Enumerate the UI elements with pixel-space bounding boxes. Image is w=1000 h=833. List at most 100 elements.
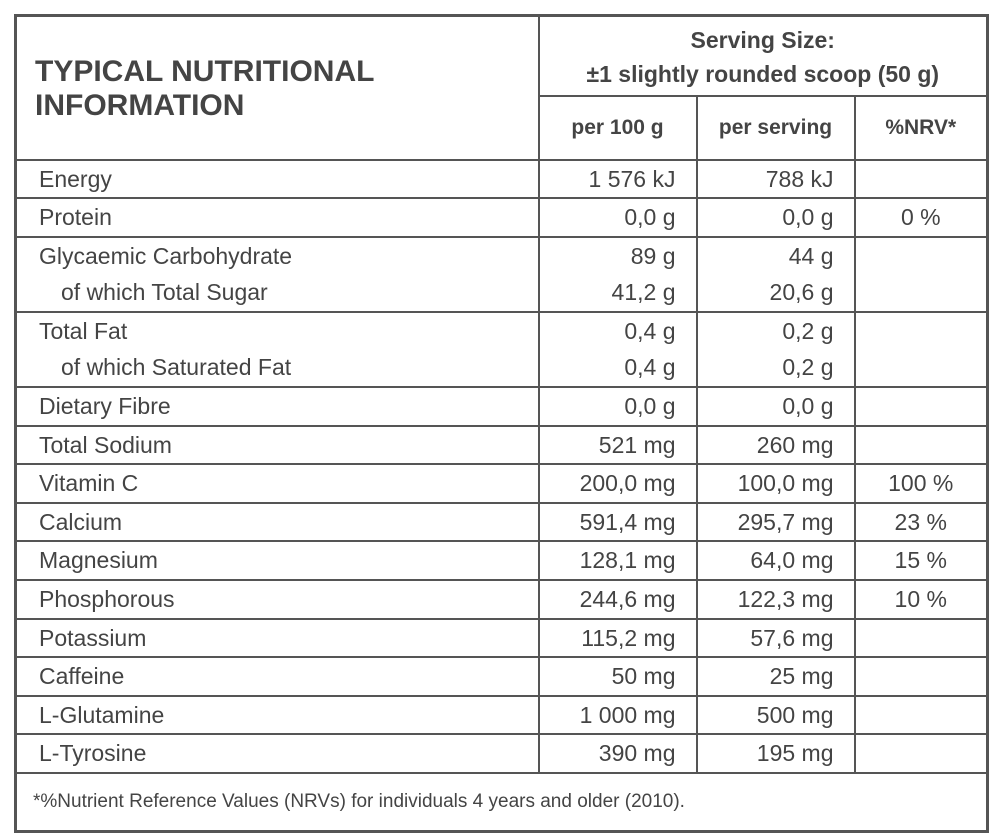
cell-line: of which Saturated Fat — [61, 354, 292, 381]
cell-line: 390 mg — [598, 740, 676, 767]
cell-line: 788 kJ — [765, 165, 834, 192]
cell-line: 50 mg — [611, 663, 676, 690]
table-cell: Total Fat of which Saturated Fat — [14, 310, 540, 389]
table-cell: 0,4 g 0,4 g — [537, 310, 698, 389]
table-cell: 15 % — [853, 540, 989, 582]
table-row: Protein 0,0 g 0,0 g 0 % — [14, 197, 989, 238]
table-cell: 1 000 mg — [537, 694, 698, 736]
table-row: Potassium 115,2 mg 57,6 mg — [14, 617, 989, 659]
cell-line: 44 g — [788, 242, 834, 269]
cell-line: 591,4 mg — [579, 508, 676, 535]
table-row: L-Glutamine 1 000 mg 500 mg — [14, 694, 989, 736]
cell-line: 500 mg — [756, 701, 834, 728]
cell-line: 260 mg — [756, 431, 834, 458]
cell-line: Magnesium — [39, 547, 158, 574]
cell-line: 89 g — [630, 242, 676, 269]
cell-line: 0,0 g — [624, 393, 676, 420]
cell-line: 0,0 g — [782, 393, 834, 420]
cell-line — [856, 238, 987, 275]
table-cell: 295,7 mg — [695, 501, 856, 543]
cell-line: L-Tyrosine — [39, 740, 147, 767]
cell-line: 25 mg — [769, 663, 834, 690]
cell-line: 0,2 g — [782, 354, 834, 381]
table-cell: Calcium — [14, 501, 540, 543]
cell-line — [856, 313, 987, 350]
cell-line: 0,2 g — [782, 317, 834, 344]
table-cell: 260 mg — [695, 424, 856, 466]
footnote-row: *%Nutrient Reference Values (NRVs) for i… — [14, 772, 989, 833]
cell-line: Dietary Fibre — [39, 393, 171, 420]
table-cell: Potassium — [14, 617, 540, 659]
cell-line: 23 % — [894, 508, 947, 535]
cell-line — [856, 735, 987, 772]
table-cell: 128,1 mg — [537, 540, 698, 582]
table-cell: 10 % — [853, 579, 989, 620]
table-cell — [853, 386, 989, 427]
table-cell: 89 g 41,2 g — [537, 235, 698, 313]
cell-line — [856, 161, 987, 198]
table-row: L-Tyrosine 390 mg 195 mg — [14, 733, 989, 774]
cell-line: 100,0 mg — [737, 470, 834, 497]
cell-line: 244,6 mg — [579, 586, 676, 613]
cell-line: 1 000 mg — [579, 701, 676, 728]
cell-line: Potassium — [39, 624, 147, 651]
serving-line: ±1 slightly rounded scoop (50 g) — [586, 61, 940, 87]
table-row: Caffeine 50 mg 25 mg — [14, 656, 989, 697]
title: TYPICAL NUTRITIONAL INFORMATION — [14, 14, 540, 161]
table-cell: 115,2 mg — [537, 617, 698, 659]
table-cell: 200,0 mg — [537, 463, 698, 504]
cell-line: Total Fat — [39, 317, 128, 344]
table-cell: 500 mg — [695, 694, 856, 736]
table-row: Glycaemic Carbohydrate of which Total Sug… — [14, 235, 989, 313]
table-cell: 521 mg — [537, 424, 698, 466]
cell-line: 10 % — [894, 586, 947, 613]
table-cell — [853, 733, 989, 774]
cell-line: 521 mg — [598, 431, 676, 458]
cell-line: 0,4 g — [624, 354, 676, 381]
cell-line: 0 % — [900, 204, 941, 231]
table-cell: 57,6 mg — [695, 617, 856, 659]
cell-line — [856, 274, 987, 311]
table-cell — [853, 310, 989, 389]
column-header: per serving — [695, 94, 856, 161]
cell-line — [856, 658, 987, 695]
cell-line: 295,7 mg — [737, 508, 834, 535]
cell-line: 41,2 g — [611, 279, 676, 306]
table-cell: 591,4 mg — [537, 501, 698, 543]
table-cell: 390 mg — [537, 733, 698, 774]
table-cell: 100 % — [853, 463, 989, 504]
cell-line: 122,3 mg — [737, 586, 834, 613]
cell-line — [856, 620, 987, 657]
cell-line: 200,0 mg — [579, 470, 676, 497]
cell-line: 100 % — [888, 470, 954, 497]
table-cell: 195 mg — [695, 733, 856, 774]
cell-line: 195 mg — [756, 740, 834, 767]
column-header: %NRV* — [853, 94, 989, 161]
table-cell: 0,0 g — [695, 197, 856, 238]
table-body: TYPICAL NUTRITIONAL INFORMATION Serving … — [14, 14, 989, 833]
table-cell: Magnesium — [14, 540, 540, 582]
cell-line: 57,6 mg — [750, 624, 834, 651]
table-cell — [853, 656, 989, 697]
cell-line: Glycaemic Carbohydrate — [39, 242, 293, 269]
table-cell: Protein — [14, 197, 540, 238]
table-cell — [853, 235, 989, 313]
table-cell: Dietary Fibre — [14, 386, 540, 427]
cell-line: 64,0 mg — [750, 547, 834, 574]
cell-line — [856, 388, 987, 425]
cell-line: Vitamin C — [39, 470, 139, 497]
table-cell: 0 % — [853, 197, 989, 238]
table-cell: 788 kJ — [695, 158, 856, 200]
cell-line: 0,4 g — [624, 317, 676, 344]
table-row: Total Fat of which Saturated Fat 0,4 g 0,4 … — [14, 310, 989, 389]
table-row: Magnesium 128,1 mg 64,0 mg 15 % — [14, 540, 989, 582]
cell-line: 1 576 kJ — [588, 165, 676, 192]
table-cell: L-Tyrosine — [14, 733, 540, 774]
table-cell: Energy — [14, 158, 540, 200]
table-cell: 122,3 mg — [695, 579, 856, 620]
table-cell: Total Sodium — [14, 424, 540, 466]
table-cell: 0,2 g 0,2 g — [695, 310, 856, 389]
cell-line: L-Glutamine — [39, 701, 165, 728]
table-row: Total Sodium 521 mg 260 mg — [14, 424, 989, 466]
